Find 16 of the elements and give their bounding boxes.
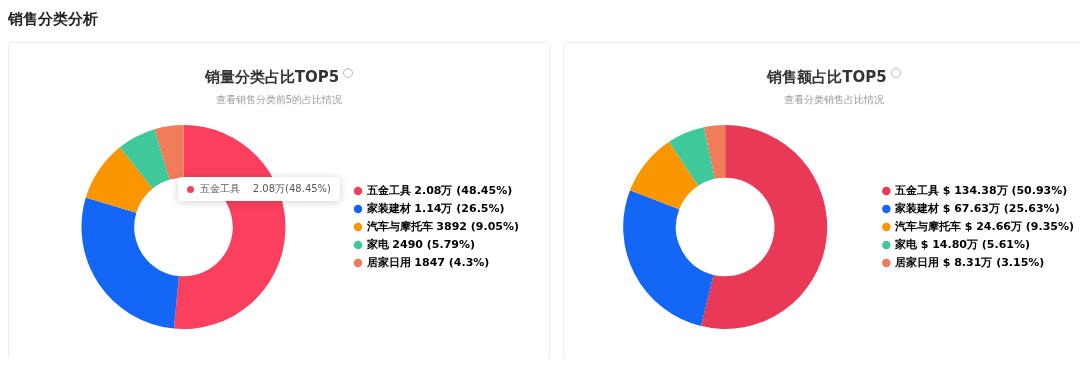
legend-label: 家装建材 $ 67.63万 (25.63%) <box>893 201 1060 215</box>
chart-title: 销售额占比TOP5 <box>767 68 887 86</box>
legend-label: 居家日用 $ 8.31万 (3.15%) <box>893 255 1045 269</box>
chart-title: 销量分类占比TOP5 <box>204 68 340 86</box>
legend-label: 汽车与摩托车 3892 (9.05%) <box>365 219 520 233</box>
legend-label: 家电 2490 (5.79%) <box>365 237 476 251</box>
text: 销售分类分析 <box>8 10 98 29</box>
chart-subtitle: 查看销售分类前5的占比情况 <box>214 93 344 107</box>
legend-label: 汽车与摩托车 $ 24.66万 (9.35%) <box>893 219 1074 233</box>
chart-subtitle: 查看分类销售占比情况 <box>783 93 885 107</box>
text: 五金工具 2.08万(48.45%) <box>200 182 332 196</box>
legend-label: 家电 $ 14.80万 (5.61%) <box>893 237 1030 251</box>
legend-label: 五金工具 $ 134.38万 (50.93%) <box>893 183 1068 197</box>
legend-label: 五金工具 2.08万 (48.45%) <box>365 183 513 197</box>
legend-label: 居家日用 1847 (4.3%) <box>365 255 490 269</box>
legend-label: 家装建材 1.14万 (26.5%) <box>365 201 505 215</box>
